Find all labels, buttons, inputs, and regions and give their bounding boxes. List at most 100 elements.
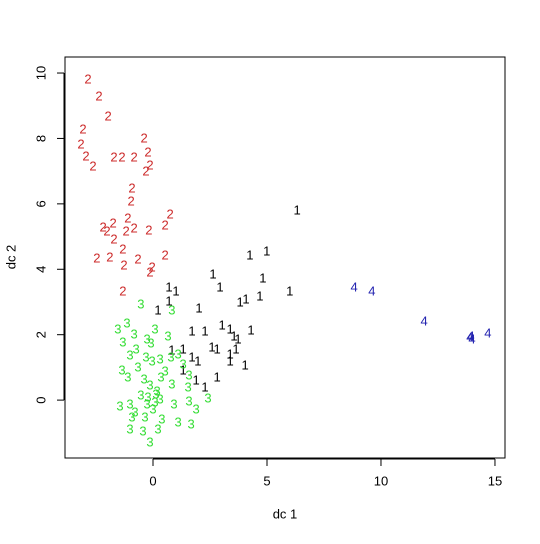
point: 1 — [218, 318, 225, 333]
point: 2 — [130, 220, 137, 235]
point: 3 — [168, 376, 175, 391]
point: 4 — [368, 284, 375, 299]
point: 3 — [143, 396, 150, 411]
point: 1 — [286, 284, 293, 299]
point: 1 — [201, 324, 208, 339]
point: 1 — [241, 358, 248, 373]
point: 3 — [192, 402, 199, 417]
point: 1 — [263, 243, 270, 258]
point: 3 — [144, 390, 151, 405]
point: 3 — [158, 411, 165, 426]
point: 3 — [157, 370, 164, 385]
point: 1 — [230, 328, 237, 343]
point: 3 — [185, 368, 192, 383]
point: 3 — [146, 434, 153, 449]
point: 1 — [259, 271, 266, 286]
x-tick-label: 5 — [263, 473, 270, 488]
point: 1 — [256, 289, 263, 304]
point: 3 — [151, 394, 158, 409]
point: 3 — [131, 405, 138, 420]
point: 3 — [167, 350, 174, 365]
point: 3 — [146, 377, 153, 392]
point: 2 — [119, 284, 126, 299]
point: 2 — [93, 251, 100, 266]
point: 1 — [236, 294, 243, 309]
y-tick-label: 2 — [33, 331, 48, 338]
point: 3 — [152, 387, 159, 402]
point: 2 — [166, 206, 173, 221]
y-tick-label: 10 — [33, 66, 48, 80]
point: 2 — [106, 250, 113, 265]
point: 1 — [209, 267, 216, 282]
point: 3 — [142, 350, 149, 365]
point: 2 — [110, 232, 117, 247]
point: 4 — [468, 332, 475, 347]
point: 1 — [246, 248, 253, 263]
point: 2 — [84, 71, 91, 86]
point: 1 — [154, 303, 161, 318]
point: 2 — [145, 222, 152, 237]
point: 2 — [79, 121, 86, 136]
point: 1 — [165, 293, 172, 308]
point: 3 — [137, 388, 144, 403]
point: 3 — [164, 328, 171, 343]
point: 2 — [144, 145, 151, 160]
point: 3 — [184, 379, 191, 394]
point: 4 — [420, 313, 427, 328]
point: 3 — [174, 414, 181, 429]
point: 2 — [142, 164, 149, 179]
point: 3 — [124, 370, 131, 385]
point: 2 — [89, 158, 96, 173]
point: 1 — [293, 202, 300, 217]
point: 3 — [187, 416, 194, 431]
x-axis-label: dc 1 — [273, 506, 298, 521]
point: 1 — [232, 342, 239, 357]
point: 3 — [168, 303, 175, 318]
y-tick-label: 6 — [33, 200, 48, 207]
point: 3 — [185, 394, 192, 409]
point: 3 — [148, 354, 155, 369]
point: 3 — [139, 424, 146, 439]
point: 4 — [467, 328, 474, 343]
point: 2 — [77, 136, 84, 151]
point: 3 — [141, 410, 148, 425]
point: 2 — [134, 252, 141, 267]
point: 2 — [82, 149, 89, 164]
y-tick-label: 8 — [33, 135, 48, 142]
point: 2 — [127, 193, 134, 208]
point: 1 — [213, 370, 220, 385]
point: 1 — [234, 332, 241, 347]
point: 3 — [116, 398, 123, 413]
y-axis-label: dc 2 — [3, 245, 18, 270]
x-tick-label: 15 — [488, 473, 502, 488]
point: 2 — [146, 157, 153, 172]
point: 3 — [134, 359, 141, 374]
point: 3 — [204, 391, 211, 406]
point: 2 — [103, 223, 110, 238]
point: 2 — [104, 109, 111, 124]
point: 3 — [156, 392, 163, 407]
point: 3 — [179, 357, 186, 372]
point: 1 — [226, 354, 233, 369]
point: 1 — [172, 284, 179, 299]
point: 3 — [154, 422, 161, 437]
point: 1 — [194, 354, 201, 369]
point: 1 — [188, 324, 195, 339]
point: 2 — [128, 181, 135, 196]
y-tick-label: 4 — [33, 266, 48, 273]
point: 1 — [213, 342, 220, 357]
point: 2 — [109, 216, 116, 231]
point: 4 — [466, 329, 473, 344]
point: 3 — [149, 402, 156, 417]
point: 2 — [119, 241, 126, 256]
point: 1 — [165, 279, 172, 294]
y-tick-label: 0 — [33, 396, 48, 403]
x-tick-label: 0 — [149, 473, 156, 488]
point: 3 — [153, 384, 160, 399]
point: 4 — [350, 279, 357, 294]
point: 2 — [95, 88, 102, 103]
point: 2 — [120, 257, 127, 272]
point: 1 — [208, 340, 215, 355]
point: 1 — [216, 279, 223, 294]
